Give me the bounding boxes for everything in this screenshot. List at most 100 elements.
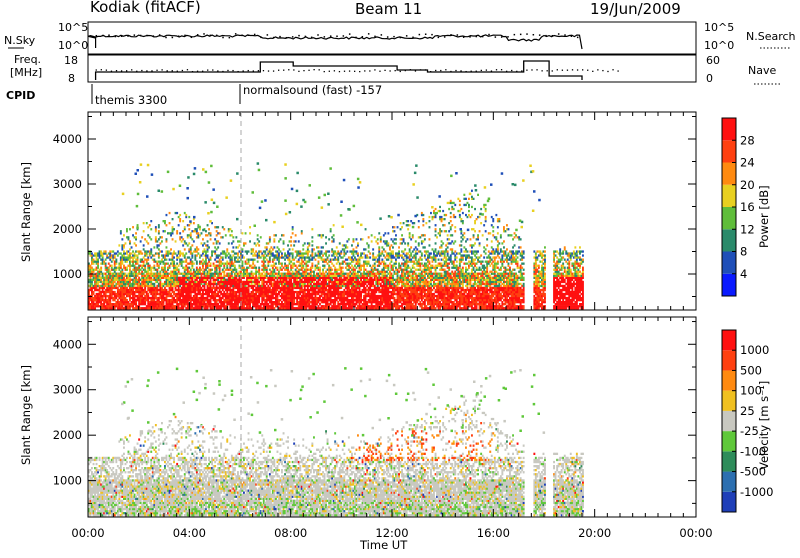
echo-cell — [252, 248, 254, 250]
echo-cell — [269, 236, 271, 238]
echo-cell — [249, 305, 251, 307]
echo-cell — [255, 293, 257, 295]
echo-cell — [318, 261, 320, 263]
echo-cell — [210, 263, 212, 265]
echo-cell — [245, 261, 247, 263]
echo-cell — [155, 228, 157, 230]
echo-cell — [305, 267, 307, 269]
echo-cell — [342, 267, 344, 269]
echo-cell — [360, 295, 362, 297]
echo-cell — [315, 259, 317, 261]
echo-cell — [90, 265, 92, 267]
echo-cell — [228, 230, 230, 232]
echo-cell — [267, 293, 269, 295]
echo-cell — [108, 269, 110, 271]
echo-cell — [255, 244, 257, 246]
echo-cell — [311, 295, 313, 297]
echo-cell — [155, 238, 157, 240]
echo-cell — [389, 248, 391, 250]
echo-cell — [337, 289, 339, 291]
nave-point — [415, 70, 416, 71]
echo-cell — [257, 242, 259, 244]
echo-cell — [365, 291, 367, 293]
echo-cell — [135, 271, 137, 273]
echo-cell — [217, 240, 219, 242]
nave-point — [268, 70, 269, 71]
echo-cell — [240, 271, 242, 273]
nsearch-tick-bottom: 10^0 — [704, 39, 734, 52]
nave-point — [126, 70, 127, 71]
echo-cell — [196, 261, 198, 263]
echo-cell — [222, 297, 224, 299]
echo-cell — [254, 285, 256, 287]
echo-cell — [269, 269, 271, 271]
echo-cell — [383, 254, 385, 256]
echo-cell — [158, 267, 160, 269]
nsearch-point — [178, 35, 180, 37]
echo-cell — [121, 263, 123, 265]
echo-cell — [330, 297, 332, 299]
echo-cell — [115, 297, 117, 299]
echo-cell — [232, 236, 234, 238]
echo-cell — [307, 252, 309, 254]
nave-point — [557, 69, 558, 70]
echo-cell — [307, 265, 309, 267]
echo-cell — [216, 301, 218, 303]
echo-cell — [146, 252, 148, 254]
echo-cell — [184, 254, 186, 256]
echo-cell — [219, 259, 221, 261]
echo-cell — [220, 299, 222, 301]
echo-cell — [289, 256, 291, 258]
echo-cell — [267, 254, 269, 256]
echo-cell — [135, 232, 137, 234]
echo-cell — [251, 283, 253, 285]
echo-cell — [201, 275, 203, 277]
echo-cell — [191, 252, 193, 254]
echo-cell — [375, 275, 377, 277]
echo-cell — [226, 285, 228, 287]
echo-cell — [243, 256, 245, 258]
echo-cell — [102, 254, 104, 256]
echo-cell — [290, 240, 292, 242]
echo-cell — [248, 287, 250, 289]
echo-cell — [231, 234, 233, 236]
echo-cell — [237, 303, 239, 305]
nave-point — [612, 69, 613, 70]
echo-cell — [184, 226, 186, 228]
echo-cell — [149, 254, 151, 256]
echo-cell — [172, 259, 174, 261]
echo-cell — [301, 279, 303, 281]
echo-cell — [287, 265, 289, 267]
echo-cell — [305, 307, 307, 309]
echo-cell — [134, 265, 136, 267]
echo-cell — [299, 250, 301, 252]
echo-cell — [143, 248, 145, 250]
echo-cell — [185, 214, 187, 216]
echo-cell — [308, 242, 310, 244]
echo-cell — [187, 301, 189, 303]
echo-cell — [172, 230, 174, 232]
echo-cell — [115, 285, 117, 287]
echo-cell — [156, 291, 158, 293]
echo-cell — [134, 242, 136, 244]
echo-cell — [120, 252, 122, 254]
echo-cell — [384, 256, 386, 258]
echo-cell — [380, 263, 382, 265]
echo-cell — [392, 269, 394, 271]
echo-cell — [337, 301, 339, 303]
echo-cell — [340, 250, 342, 252]
echo-cell — [277, 279, 279, 281]
echo-cell — [357, 254, 359, 256]
nave-point — [496, 69, 497, 70]
echo-cell — [280, 299, 282, 301]
echo-cell — [302, 267, 304, 269]
echo-cell — [126, 230, 128, 232]
echo-cell — [239, 265, 241, 267]
echo-cell — [310, 269, 312, 271]
echo-cell — [169, 267, 171, 269]
echo-cell — [181, 263, 183, 265]
echo-cell — [111, 265, 113, 267]
echo-cell — [234, 259, 236, 261]
echo-cell — [278, 293, 280, 295]
